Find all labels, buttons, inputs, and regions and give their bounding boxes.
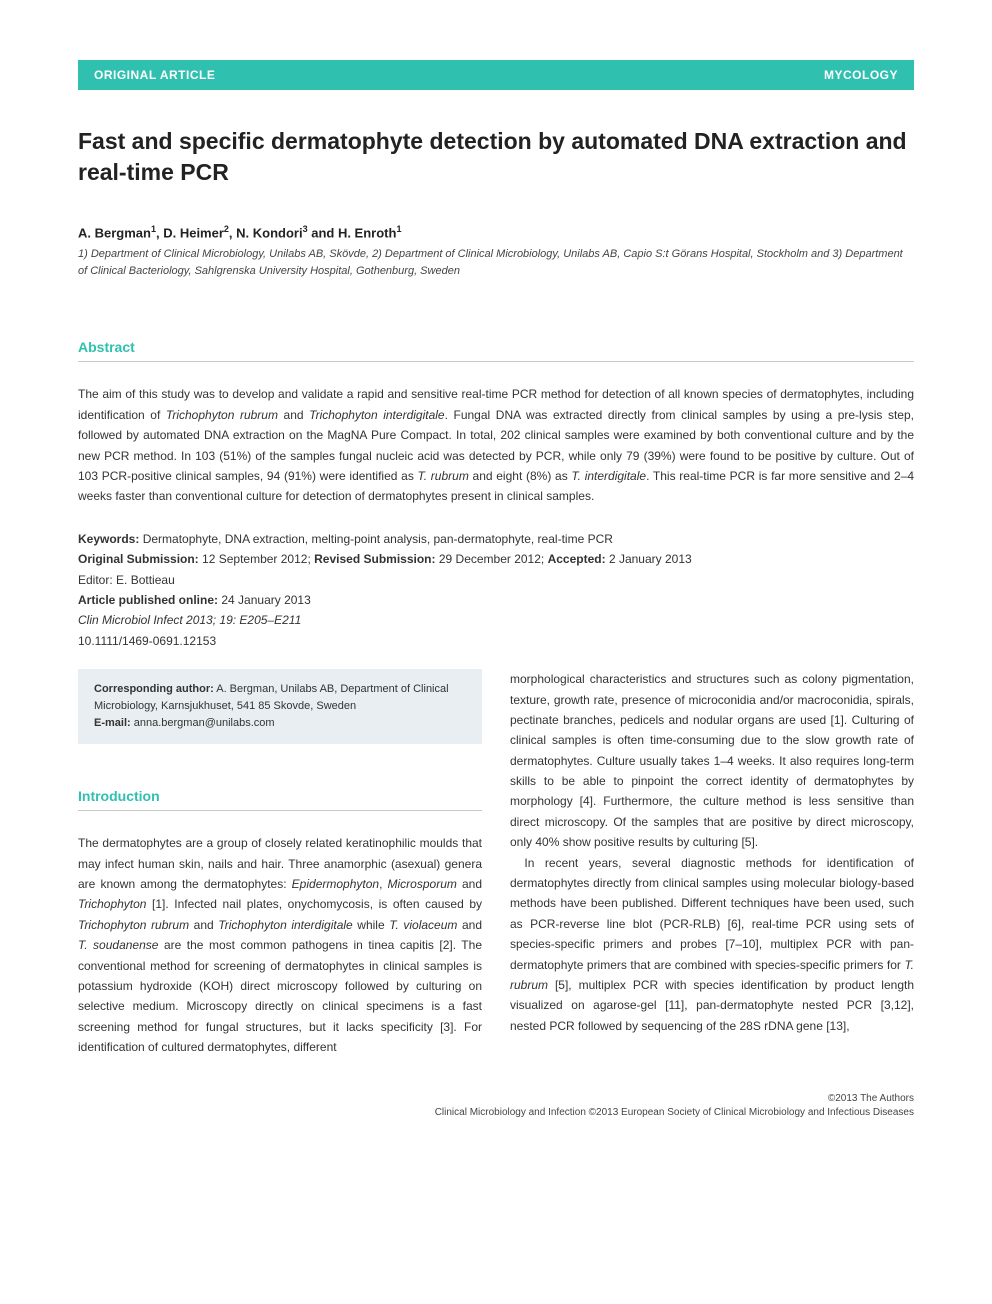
editor-line: Editor: E. Bottieau: [78, 570, 914, 590]
intro-col1: The dermatophytes are a group of closely…: [78, 833, 482, 1057]
pub-online-value: 24 January 2013: [221, 593, 310, 607]
orig-sub-label: Original Submission:: [78, 552, 199, 566]
keywords-value: Dermatophyte, DNA extraction, melting-po…: [143, 532, 613, 546]
editor-value: E. Bottieau: [116, 573, 175, 587]
keywords-label: Keywords:: [78, 532, 139, 546]
copyright-line-2: Clinical Microbiology and Infection ©201…: [78, 1106, 914, 1120]
history-line: Original Submission: 12 September 2012; …: [78, 549, 914, 569]
intro-col2-p1: morphological characteristics and struct…: [510, 669, 914, 853]
pub-online-line: Article published online: 24 January 201…: [78, 590, 914, 610]
authors: A. Bergman1, D. Heimer2, N. Kondori3 and…: [78, 224, 914, 240]
rev-sub-label: Revised Submission:: [314, 552, 435, 566]
corr-email: anna.bergman@unilabs.com: [134, 717, 275, 729]
banner-left: ORIGINAL ARTICLE: [94, 68, 215, 82]
citation-line: Clin Microbiol Infect 2013; 19: E205–E21…: [78, 610, 914, 630]
accepted-value: 2 January 2013: [609, 552, 692, 566]
banner-right: MYCOLOGY: [824, 68, 898, 82]
corresponding-author-box: Corresponding author: A. Bergman, Unilab…: [78, 669, 482, 744]
pub-online-label: Article published online:: [78, 593, 218, 607]
rev-sub-value: 29 December 2012;: [439, 552, 544, 566]
introduction-heading: Introduction: [78, 788, 482, 811]
corr-email-label: E-mail:: [94, 717, 131, 729]
keywords-line: Keywords: Dermatophyte, DNA extraction, …: [78, 529, 914, 549]
editor-label: Editor:: [78, 573, 113, 587]
abstract-heading: Abstract: [78, 339, 914, 362]
journal-citation: Clin Microbiol Infect 2013; 19: E205–E21…: [78, 613, 301, 627]
accepted-label: Accepted:: [548, 552, 606, 566]
body-columns: Corresponding author: A. Bergman, Unilab…: [78, 669, 914, 1057]
corr-label: Corresponding author:: [94, 683, 214, 695]
article-meta: Keywords: Dermatophyte, DNA extraction, …: [78, 529, 914, 651]
intro-col2-p2: In recent years, several diagnostic meth…: [510, 853, 914, 1037]
affiliations: 1) Department of Clinical Microbiology, …: [78, 246, 914, 279]
article-title: Fast and specific dermatophyte detection…: [78, 126, 914, 188]
intro-col1-p1: The dermatophytes are a group of closely…: [78, 833, 482, 1057]
abstract-text: The aim of this study was to develop and…: [78, 384, 914, 506]
copyright-line-1: ©2013 The Authors: [78, 1092, 914, 1106]
intro-col2: morphological characteristics and struct…: [510, 669, 914, 1036]
column-right: morphological characteristics and struct…: [510, 669, 914, 1057]
column-left: Corresponding author: A. Bergman, Unilab…: [78, 669, 482, 1057]
article-type-banner: ORIGINAL ARTICLE MYCOLOGY: [78, 60, 914, 90]
orig-sub-value: 12 September 2012;: [202, 552, 311, 566]
page-footer: ©2013 The Authors Clinical Microbiology …: [78, 1092, 914, 1120]
doi-line: 10.1111/1469-0691.12153: [78, 631, 914, 651]
page: ORIGINAL ARTICLE MYCOLOGY Fast and speci…: [0, 0, 992, 1150]
